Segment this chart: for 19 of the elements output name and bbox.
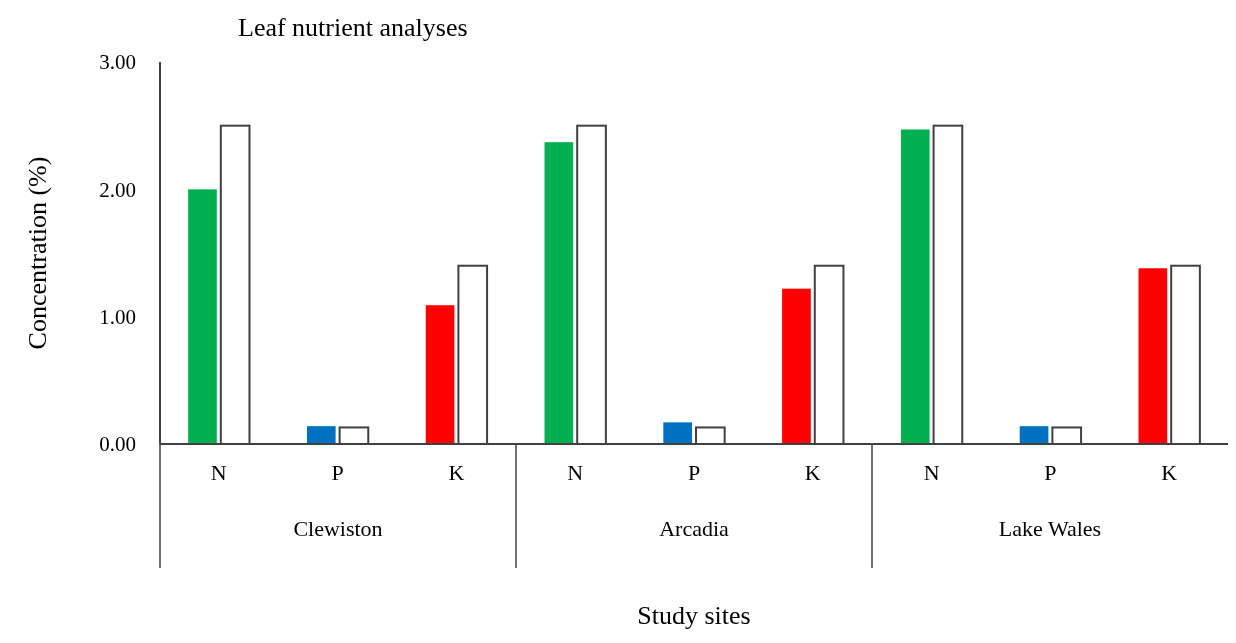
x-tick-label: P (331, 460, 344, 485)
x-tick-label: P (687, 460, 701, 485)
x-tick-label: N (210, 460, 227, 485)
y-tick-label: 3.00 (99, 50, 136, 75)
x-tick-label: K (448, 460, 465, 485)
x-tick-label: K (1161, 460, 1178, 485)
x-tick-label: N (923, 460, 940, 485)
y-tick-label: 1.00 (99, 305, 136, 330)
text: Lake Wales (998, 516, 1102, 541)
x-axis-title: Study sites (637, 601, 751, 630)
x-tick-label: P (1044, 460, 1057, 485)
text: Clewiston (293, 516, 383, 541)
y-axis-title: Concentration (%) (23, 156, 52, 350)
chart-title: Leaf nutrient analyses (238, 13, 468, 42)
text: Arcadia (659, 516, 730, 541)
y-tick-label: 2.00 (99, 177, 136, 202)
x-tick-label: K (804, 460, 821, 485)
x-tick-label: N (567, 460, 584, 485)
y-tick-label: 0.00 (99, 432, 136, 457)
